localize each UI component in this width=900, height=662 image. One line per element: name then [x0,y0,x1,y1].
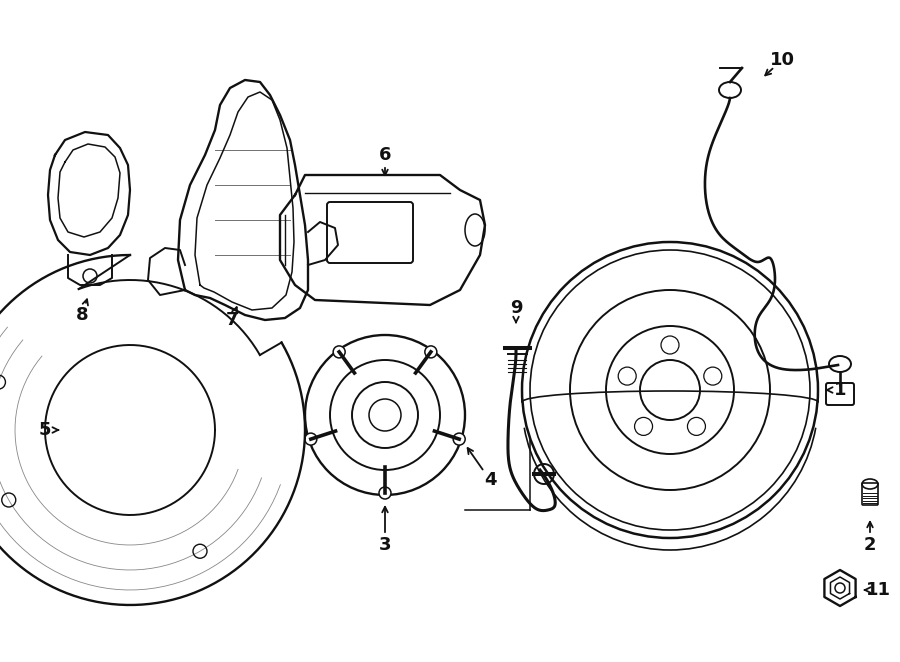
Text: 8: 8 [76,306,88,324]
Ellipse shape [379,487,391,499]
Text: 7: 7 [226,311,239,329]
Text: 4: 4 [484,471,496,489]
Ellipse shape [305,433,317,445]
Text: 1: 1 [833,381,846,399]
Text: 2: 2 [864,536,877,554]
Text: 9: 9 [509,299,522,317]
Ellipse shape [333,346,346,358]
Text: 11: 11 [866,581,890,599]
Text: 10: 10 [770,51,795,69]
Text: 5: 5 [39,421,51,439]
Ellipse shape [425,346,436,358]
Ellipse shape [454,433,465,445]
Text: 3: 3 [379,536,392,554]
Text: 6: 6 [379,146,392,164]
